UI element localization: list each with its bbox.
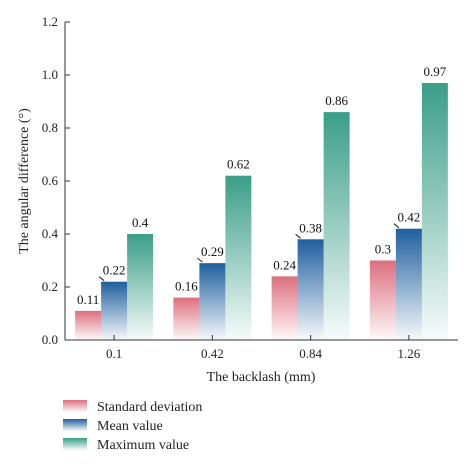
label-leader-line — [98, 276, 105, 282]
y-tick-label: 0.4 — [42, 226, 59, 241]
bar-standard-deviation — [173, 297, 200, 340]
bar-standard-deviation — [271, 276, 298, 340]
legend-swatch-standard-deviation — [63, 400, 87, 412]
data-label-maximum-value: 0.86 — [325, 93, 348, 108]
data-label-mean-value: 0.38 — [299, 220, 322, 235]
bar-maximum-value — [127, 234, 154, 340]
y-axis-title: The angular difference (°) — [17, 108, 32, 254]
x-tick-label: 1.26 — [398, 346, 421, 361]
label-leader-line — [295, 233, 301, 239]
label-leader-line — [393, 223, 400, 229]
legend-label-mean-value: Mean value — [97, 419, 163, 434]
x-axis-title: The backlash (mm) — [207, 370, 316, 385]
legend-swatch-maximum-value — [63, 438, 87, 450]
y-tick-label: 0.8 — [42, 120, 58, 135]
y-tick-label: 0.6 — [42, 173, 59, 188]
data-label-standard-deviation: 0.11 — [77, 292, 99, 307]
x-tick-label: 0.1 — [106, 346, 122, 361]
legend-label-maximum-value: Maximum value — [97, 438, 189, 453]
data-label-standard-deviation: 0.3 — [375, 242, 391, 257]
bar-maximum-value — [323, 112, 350, 340]
data-label-maximum-value: 0.62 — [227, 157, 250, 172]
data-label-mean-value: 0.22 — [103, 263, 126, 278]
legend-label-standard-deviation: Standard deviation — [97, 400, 202, 415]
bar-mean-value — [297, 239, 324, 340]
data-label-standard-deviation: 0.24 — [273, 257, 296, 272]
plot-area: 0.11 0.22 0.4 0.16 0.29 0.62 0.24 0.38 0.86 0.3 0.… — [75, 64, 448, 340]
x-tick-label: 0.84 — [299, 346, 322, 361]
y-axis-ticks: 0.0 0.2 0.4 0.6 0.8 1.0 1.2 — [42, 14, 70, 347]
y-tick-label: 0.2 — [42, 279, 58, 294]
bar-standard-deviation — [369, 260, 396, 340]
bar-maximum-value — [225, 175, 252, 340]
bar-standard-deviation — [75, 310, 102, 340]
legend: Standard deviation Mean value Maximum valu… — [63, 400, 202, 453]
x-tick-label: 0.42 — [201, 346, 224, 361]
data-label-standard-deviation: 0.16 — [175, 279, 198, 294]
y-tick-label: 1.2 — [42, 14, 58, 29]
label-leader-line — [197, 257, 203, 263]
bar-mean-value — [101, 281, 128, 340]
y-tick-label: 0.0 — [42, 332, 58, 347]
data-label-mean-value: 0.29 — [201, 244, 224, 259]
bar-mean-value — [199, 263, 226, 340]
x-axis-ticks: 0.1 0.42 0.84 1.26 — [106, 335, 421, 361]
data-label-mean-value: 0.42 — [398, 210, 421, 225]
y-tick-label: 1.0 — [42, 67, 58, 82]
bar-maximum-value — [421, 82, 448, 340]
legend-swatch-mean-value — [63, 419, 87, 431]
data-label-maximum-value: 0.97 — [424, 64, 447, 79]
bar-mean-value — [395, 228, 422, 340]
data-label-maximum-value: 0.4 — [132, 215, 149, 230]
